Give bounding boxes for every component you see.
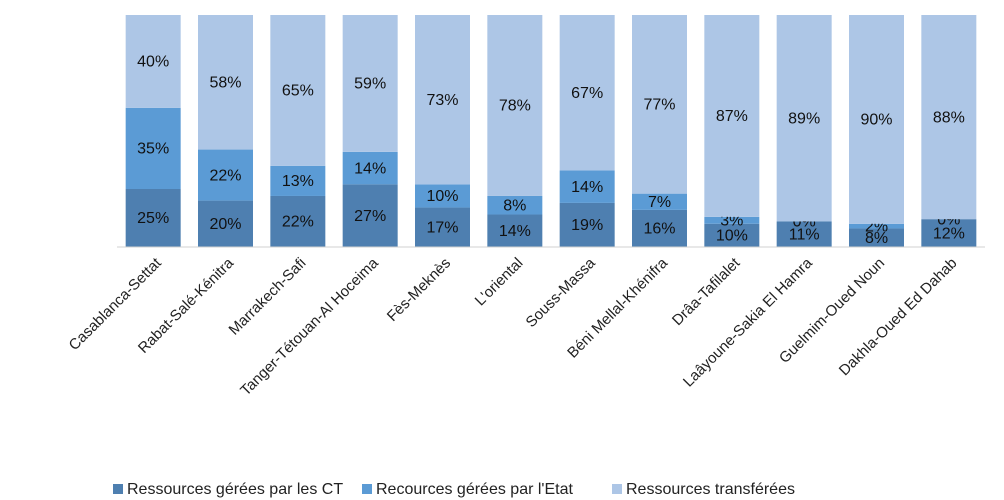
bar-segment	[849, 15, 904, 224]
legend-label: Ressources gérées par les CT	[127, 481, 343, 498]
data-label: 67%	[571, 85, 603, 102]
bar-segment	[921, 219, 977, 247]
data-label: 17%	[426, 219, 458, 236]
bar-segment	[559, 15, 615, 171]
bar-segment	[559, 202, 615, 247]
data-label: 8%	[865, 230, 888, 247]
x-tick-label: Marrakech-Safi	[226, 255, 310, 339]
data-label: 78%	[499, 98, 531, 115]
legend-label: Ressources transférées	[626, 481, 795, 498]
bar-segment	[198, 200, 253, 247]
bar-segment	[415, 184, 470, 208]
data-label: 88%	[933, 109, 965, 126]
bar-segment	[270, 165, 326, 196]
data-label: 13%	[282, 173, 314, 190]
bar-segment	[270, 195, 326, 247]
data-label: 22%	[209, 167, 241, 184]
bar-segment	[125, 189, 181, 247]
bar-segment	[125, 15, 181, 108]
data-label: 77%	[643, 97, 675, 114]
data-label: 90%	[860, 112, 892, 129]
legend-swatch	[612, 484, 622, 494]
bar-segment	[849, 228, 904, 247]
x-tick-label: Souss-Massa	[523, 254, 600, 331]
x-tick-label: Fès-Meknès	[384, 255, 454, 325]
bar-segment	[342, 151, 398, 185]
bar-segment	[849, 223, 904, 229]
bar-segment	[632, 193, 687, 210]
bar-segment	[342, 184, 398, 247]
bar-segment	[487, 195, 543, 215]
x-tick-label: L'oriental	[472, 255, 527, 310]
x-tick-label: Dakhla-Oued Ed Dahab	[836, 255, 961, 380]
data-label: 22%	[282, 214, 314, 231]
bar-segment	[125, 107, 181, 189]
bar-segment	[704, 223, 760, 247]
bar-segment	[487, 214, 543, 247]
data-label: 73%	[426, 92, 458, 109]
data-label: 12%	[933, 225, 965, 242]
bar-segment	[921, 15, 977, 220]
bar-segment	[704, 216, 760, 224]
data-label: 20%	[209, 216, 241, 233]
data-label: 10%	[716, 228, 748, 245]
bar-segment	[415, 15, 470, 185]
legend-swatch	[362, 484, 372, 494]
data-label: 10%	[426, 188, 458, 205]
bar-segment	[776, 15, 832, 222]
data-label: 11%	[789, 226, 820, 243]
bar-segment	[487, 15, 543, 196]
bar-segment	[632, 15, 687, 194]
data-label: 14%	[354, 160, 386, 177]
data-label: 8%	[503, 197, 526, 214]
data-label: 14%	[571, 179, 603, 196]
legend-label: Recources gérées par l'Etat	[376, 481, 573, 498]
bar-segment	[270, 15, 326, 166]
bar-segment	[198, 149, 253, 201]
bar-segment	[415, 207, 470, 247]
bar-segment	[776, 221, 832, 247]
data-label: 35%	[137, 141, 169, 158]
data-label: 58%	[209, 74, 241, 91]
data-label: 25%	[137, 210, 169, 227]
data-label: 87%	[716, 108, 748, 125]
bar-segment	[632, 209, 687, 247]
x-tick-label: Laâyoune-Sakia El Hamra	[680, 254, 816, 390]
bar-segment	[704, 15, 760, 217]
data-label: 16%	[643, 221, 675, 238]
x-tick-label: Drâa-Tafilalet	[669, 254, 744, 329]
bar-segment	[559, 170, 615, 203]
data-label: 89%	[788, 110, 820, 127]
bar-segment	[198, 15, 253, 150]
data-label: 14%	[499, 223, 531, 240]
legend-swatch	[113, 484, 123, 494]
x-tick-label: Tanger-Tétouan-Al Hoceima	[237, 254, 382, 399]
data-label: 40%	[137, 54, 169, 71]
data-label: 27%	[354, 208, 386, 225]
data-label: 59%	[354, 76, 386, 93]
data-label: 65%	[282, 83, 314, 100]
data-label: 7%	[648, 194, 671, 211]
data-label: 19%	[571, 217, 603, 234]
bar-segment	[342, 15, 398, 152]
